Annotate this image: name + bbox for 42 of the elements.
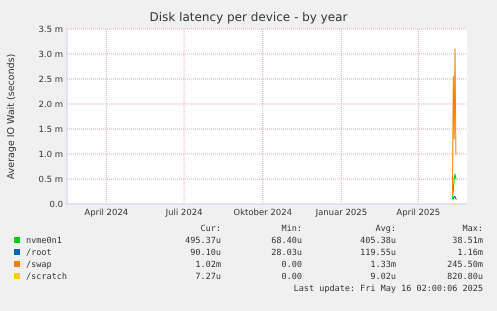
x-tick-label: April 2024 xyxy=(84,208,128,218)
y-tick-label: 0.5 m xyxy=(38,175,63,185)
text: 0.00 xyxy=(282,272,302,282)
text: 820.80u xyxy=(447,272,483,282)
y-tick-label: 2.0 m xyxy=(38,100,63,110)
y-tick-label: 2.5 m xyxy=(38,75,63,85)
x-tick-label: Oktober 2024 xyxy=(233,208,292,218)
text: 245.50m xyxy=(447,260,483,270)
y-tick-label: 1.5 m xyxy=(38,125,63,135)
text: 9.02u xyxy=(370,272,396,282)
text: 119.55u xyxy=(360,248,396,258)
text: 1.02m xyxy=(195,260,221,270)
legend-label: /root xyxy=(26,248,52,258)
text: 7.27u xyxy=(195,272,221,282)
x-tick-label: Januar 2025 xyxy=(314,208,368,218)
text: 405.38u xyxy=(360,236,396,246)
x-tick-label: Juli 2024 xyxy=(164,208,203,218)
chart-title: Disk latency per device - by year xyxy=(150,10,348,24)
line-series xyxy=(452,48,458,194)
text: 495.37u xyxy=(185,236,221,246)
text: Max: xyxy=(462,224,483,234)
text: Cur: xyxy=(200,224,221,234)
text: 1.16m xyxy=(457,248,483,258)
text: 0.00 xyxy=(282,260,302,270)
text: 38.51m xyxy=(452,236,483,246)
y-axis-title: Average IO Wait (seconds) xyxy=(6,54,17,180)
text: 28.03u xyxy=(271,248,302,258)
text: Last update: Fri May 16 02:00:06 2025 xyxy=(294,284,483,294)
text: Min: xyxy=(282,224,302,234)
x-tick-label: April 2025 xyxy=(396,208,440,218)
text: 68.40u xyxy=(271,236,302,246)
text: 90.10u xyxy=(190,248,221,258)
text: Avg: xyxy=(376,224,396,234)
y-tick-label: 0.0 xyxy=(49,200,63,210)
legend-label: /swap xyxy=(26,260,52,270)
text: 1.33m xyxy=(370,260,396,270)
y-tick-label: 3.0 m xyxy=(38,50,63,60)
line-series xyxy=(452,174,458,200)
y-tick-label: 1.0 m xyxy=(38,150,63,160)
legend-label: /scratch xyxy=(26,272,67,282)
y-tick-label: 3.5 m xyxy=(38,25,63,35)
legend-label: nvme0n1 xyxy=(26,236,62,246)
